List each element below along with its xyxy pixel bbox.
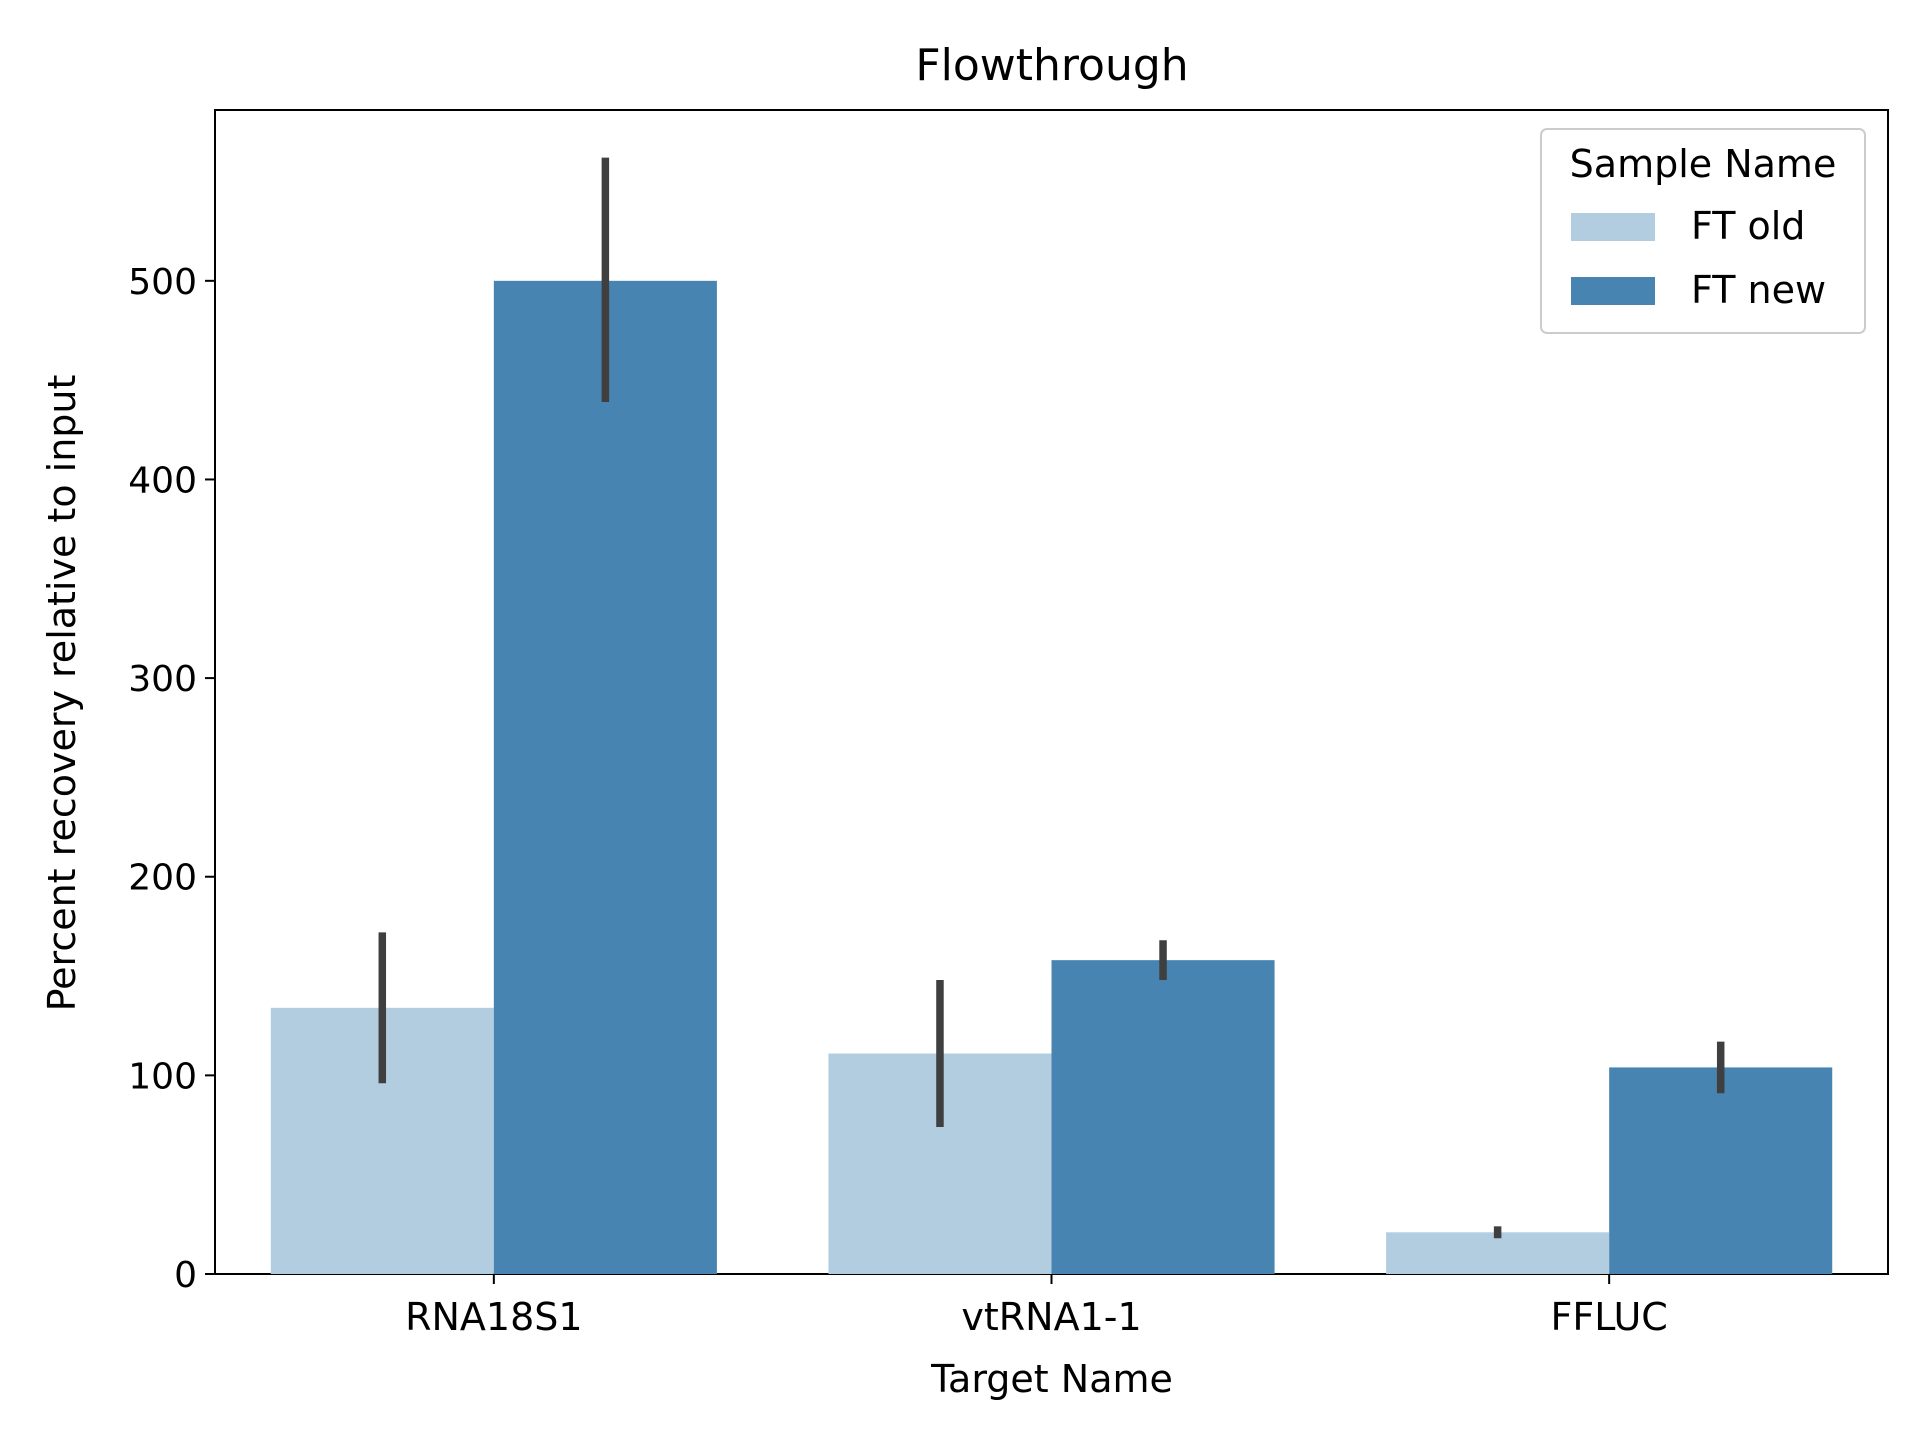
legend-title: Sample Name xyxy=(1570,142,1837,186)
legend-swatch xyxy=(1571,213,1655,241)
bar-ft-new-ffluc xyxy=(1609,1067,1833,1274)
x-axis-label: Target Name xyxy=(930,1357,1173,1401)
y-tick-label: 100 xyxy=(128,1056,197,1097)
legend-entry: FT new xyxy=(1691,268,1826,312)
y-tick-label: 500 xyxy=(128,262,197,303)
chart-title: Flowthrough xyxy=(915,40,1188,91)
x-tick-label: RNA18S1 xyxy=(405,1295,582,1339)
y-tick-label: 300 xyxy=(128,659,197,700)
legend-entry: FT old xyxy=(1691,204,1805,248)
y-tick-label: 400 xyxy=(128,460,197,501)
y-axis-label: Percent recovery relative to input xyxy=(40,375,84,1012)
x-tick-label: vtRNA1-1 xyxy=(961,1295,1141,1339)
x-tick-label: FFLUC xyxy=(1550,1295,1667,1339)
bar-ft-new-vtrna1-1 xyxy=(1051,960,1275,1274)
bar-ft-new-rna18s1 xyxy=(493,280,717,1274)
y-tick-label: 0 xyxy=(174,1255,197,1296)
legend-swatch xyxy=(1571,277,1655,305)
y-tick-label: 200 xyxy=(128,858,197,899)
bar-ft-old-ffluc xyxy=(1386,1232,1610,1274)
